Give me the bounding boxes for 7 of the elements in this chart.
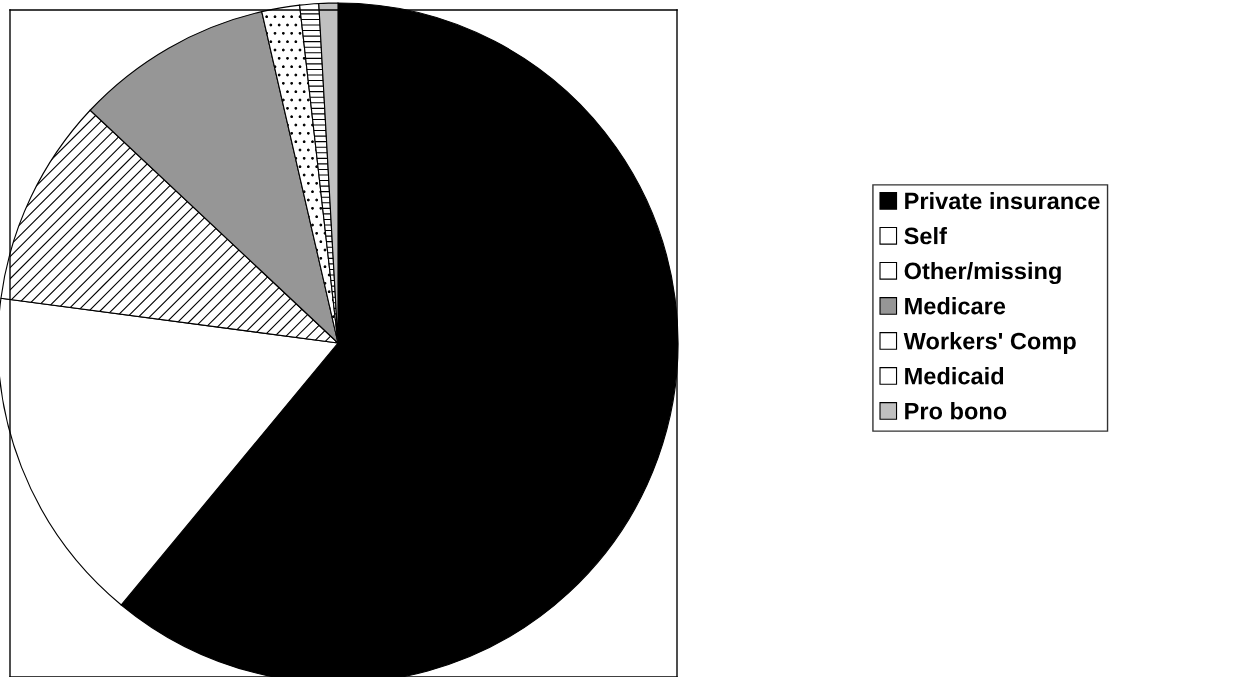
legend-label: Workers' Comp: [903, 332, 1076, 355]
legend-label: Medicare: [905, 297, 1006, 315]
legend-label: Pro bono: [905, 402, 1007, 420]
legend-label: Medicaid: [905, 367, 1004, 385]
legend-label: Private insurance: [905, 191, 1100, 210]
legend-label: Self: [904, 226, 947, 245]
legend-label: Other/missing: [904, 261, 1061, 285]
